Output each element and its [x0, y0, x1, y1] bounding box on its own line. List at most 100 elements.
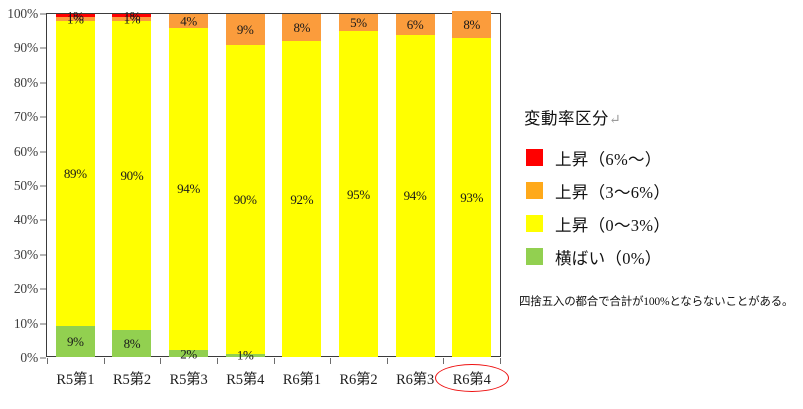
bar-stack: 9% 90% 1% — [225, 14, 265, 362]
bar-segment[interactable]: 1% — [55, 9, 95, 22]
y-axis-tick-label: 60% — [13, 143, 38, 159]
y-axis-tick-label: 0% — [20, 350, 38, 365]
bar-column[interactable]: 6% 94% — [395, 14, 435, 357]
bar-column[interactable]: 8% 92% — [282, 14, 322, 357]
bar-segment[interactable]: 8% — [112, 329, 152, 357]
y-axis-tick-mark — [40, 151, 46, 153]
bar-segment-label: 1% — [66, 11, 84, 27]
legend-swatch-rise-3-6 — [526, 182, 543, 199]
legend-item-label: 上昇（6%〜） — [555, 149, 662, 169]
stacked-bar-chart: 0% 10% 20% 30% 40% 50% 60% 70% 80% 90% 100% 1% 1% 89… — [7, 6, 509, 392]
bar-segment[interactable]: 2% — [169, 346, 209, 362]
legend-swatch-rise-0-3 — [526, 215, 543, 232]
legend-item[interactable]: 横ばい（0%） — [526, 240, 803, 273]
y-axis-tick-mark — [40, 323, 46, 325]
bar-segment-label: 90% — [233, 191, 257, 207]
bar-segment-label: 94% — [403, 188, 427, 204]
bar-stack: 6% 94% — [395, 14, 435, 357]
y-axis-tick-label: 50% — [13, 178, 38, 193]
bar-segment-label: 1% — [123, 8, 141, 24]
x-axis-tick-label: R5第1 — [56, 372, 95, 388]
bar-segment-label: 9% — [66, 334, 84, 350]
bar-segment[interactable]: 90% — [225, 44, 265, 354]
x-axis: R5第1 R5第2 R5第3 R5第4 R6第1 R6第2 R6第3 R6第4 — [47, 358, 509, 392]
bar-segment[interactable]: 94% — [169, 27, 209, 351]
legend-item-label: 上昇（0〜3%） — [555, 215, 671, 235]
legend-title-text: 変動率区分 — [524, 109, 609, 128]
legend-item[interactable]: 上昇（3〜6%） — [526, 174, 803, 207]
bar-segment-label: 89% — [63, 166, 87, 181]
bar-segment[interactable]: 8% — [452, 10, 492, 39]
x-axis-tick-mark — [500, 358, 501, 364]
x-axis-tick-mark — [160, 358, 161, 364]
bar-column[interactable]: 4% 94% 2% — [169, 13, 209, 362]
bar-segment[interactable]: 92% — [282, 41, 322, 357]
bar-segment[interactable]: 4% — [169, 13, 209, 29]
bar-column[interactable]: 1% 1% 90% 8% — [112, 9, 152, 357]
bar-stack: 4% 94% 2% — [169, 13, 209, 362]
bar-segment[interactable]: 1% — [55, 13, 95, 26]
bar-segment-label: 9% — [236, 21, 254, 37]
bar-stack: 8% 92% — [282, 14, 322, 357]
y-axis-tick-label: 80% — [13, 74, 38, 90]
bar-segment-label: 8% — [123, 335, 141, 351]
bar-segment[interactable]: 93% — [452, 38, 492, 357]
legend-item[interactable]: 上昇（0〜3%） — [526, 207, 803, 240]
bar-stack: 5% 95% — [338, 14, 378, 357]
bar-segment[interactable]: 9% — [225, 14, 265, 45]
bar-column[interactable]: 9% 90% 1% — [225, 14, 265, 362]
bar-segment[interactable]: 90% — [112, 20, 152, 330]
legend-item-label: 横ばい（0%） — [555, 248, 662, 268]
y-axis-tick-mark — [40, 288, 46, 290]
x-axis-tick-mark — [387, 358, 388, 364]
bar-segment-label: 8% — [293, 20, 311, 36]
bar-segment[interactable]: 9% — [55, 326, 95, 357]
x-axis-tick-label: R6第4 — [452, 372, 491, 388]
bar-stack: 1% 1% 89% 9% — [55, 9, 95, 357]
y-axis-tick-label: 10% — [13, 315, 38, 331]
bar-column[interactable]: 1% 1% 89% 9% — [55, 9, 95, 357]
y-axis-tick-label: 90% — [13, 40, 38, 56]
legend-item[interactable]: 上昇（6%〜） — [526, 141, 803, 174]
y-axis-tick-label: 40% — [13, 212, 38, 228]
y-axis-tick-mark — [40, 254, 46, 256]
bar-segment[interactable]: 89% — [55, 20, 95, 327]
bar-segment[interactable]: 8% — [282, 14, 322, 42]
x-axis-tick-mark — [47, 358, 48, 364]
x-axis-tick-mark — [330, 358, 331, 364]
x-axis-tick-label: R6第3 — [396, 372, 434, 388]
bar-segment-label: 4% — [180, 13, 197, 29]
x-axis-tick-label: R6第2 — [339, 372, 378, 388]
bar-segment-label: 93% — [460, 190, 484, 205]
x-axis-tick-label: R5第3 — [169, 372, 208, 388]
bar-segment[interactable]: 95% — [338, 31, 378, 357]
y-axis-tick-mark — [40, 13, 46, 15]
bar-segment[interactable]: 1% — [112, 13, 152, 26]
bar-segment-label: 1% — [66, 8, 84, 24]
bar-segment[interactable]: 6% — [395, 14, 435, 35]
bar-segment-label: 2% — [180, 346, 197, 362]
legend-item-label: 上昇（3〜6%） — [555, 182, 671, 202]
legend-title: 変動率区分↵ — [524, 105, 803, 129]
y-axis-tick-mark — [40, 357, 46, 359]
legend-items: 上昇（6%〜） 上昇（3〜6%） 上昇（0〜3%） 横ばい（0%） — [518, 141, 803, 273]
bar-segment[interactable]: 1% — [112, 9, 152, 22]
y-axis-tick-label: 30% — [13, 246, 38, 262]
y-axis-tick-mark — [40, 82, 46, 84]
bar-segment[interactable]: 5% — [338, 14, 378, 32]
bar-segment[interactable]: 1% — [225, 349, 265, 362]
y-axis-tick-mark — [40, 219, 46, 221]
bar-column[interactable]: 8% 93% — [452, 10, 492, 357]
bar-column[interactable]: 5% 95% — [338, 14, 378, 357]
x-axis-tick-mark — [104, 358, 105, 364]
bar-segment-label: 95% — [346, 186, 370, 202]
x-axis-tick-label: R5第4 — [226, 372, 265, 388]
x-axis-tick-label: R6第1 — [282, 372, 321, 388]
x-axis-tick-mark — [217, 358, 218, 364]
legend-swatch-flat-0 — [526, 248, 543, 265]
x-axis-tick-label: R5第2 — [113, 372, 151, 388]
y-axis-tick-mark — [40, 47, 46, 49]
x-axis-tick-mark — [274, 358, 275, 364]
bar-segment[interactable]: 94% — [395, 34, 435, 357]
